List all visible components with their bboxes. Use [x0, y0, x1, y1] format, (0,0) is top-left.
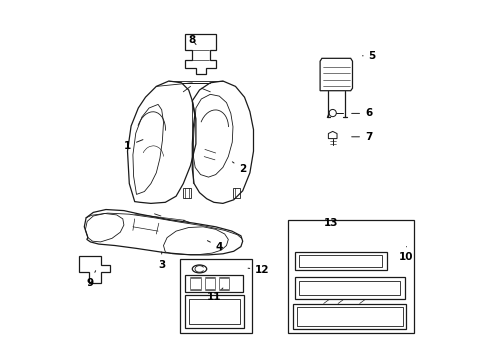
Text: 4: 4	[207, 240, 223, 252]
Text: 12: 12	[247, 265, 269, 275]
Text: 2: 2	[232, 162, 246, 174]
Text: 7: 7	[351, 132, 372, 142]
Text: 6: 6	[351, 108, 371, 118]
Bar	[179, 259, 251, 333]
Bar	[287, 220, 413, 333]
Text: 11: 11	[206, 288, 223, 302]
Text: 9: 9	[86, 271, 96, 288]
Text: 13: 13	[323, 218, 338, 228]
Text: 3: 3	[158, 252, 165, 270]
Text: 8: 8	[188, 35, 196, 45]
Text: 10: 10	[398, 247, 413, 262]
Text: 5: 5	[362, 51, 375, 61]
Text: 1: 1	[123, 140, 142, 151]
